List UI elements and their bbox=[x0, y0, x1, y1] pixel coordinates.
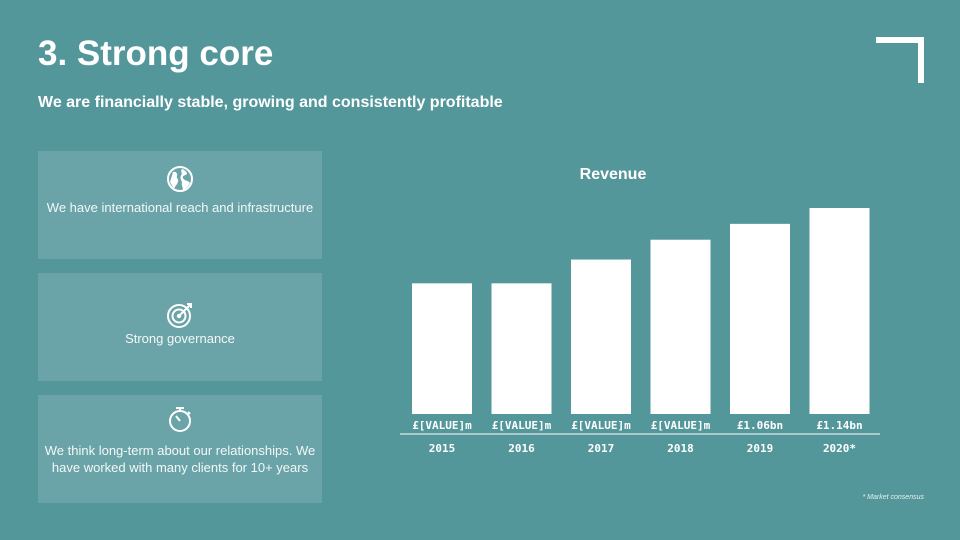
x-tick-label: 2016 bbox=[508, 442, 535, 455]
x-tick-label: 2020* bbox=[823, 442, 856, 455]
corner-bracket-icon bbox=[876, 37, 924, 83]
x-tick-label: 2015 bbox=[429, 442, 456, 455]
card-international-reach: We have international reach and infrastr… bbox=[38, 151, 322, 259]
revenue-bar-chart: £[VALUE]m 2015 £[VALUE]m 2016 £[VALUE]m 2017 £… bbox=[400, 208, 880, 455]
target-icon bbox=[167, 303, 192, 328]
footnote: * Market consensus bbox=[862, 494, 924, 501]
bar-value-label: £1.14bn bbox=[816, 419, 862, 432]
slide-title: 3. Strong core bbox=[38, 34, 274, 73]
card-governance: Strong governance bbox=[38, 273, 322, 381]
slide-subtitle: We are financially stable, growing and c… bbox=[38, 94, 503, 111]
x-tick-label: 2018 bbox=[667, 442, 694, 455]
x-tick-label: 2017 bbox=[588, 442, 615, 455]
bar-value-label: £1.06bn bbox=[737, 419, 783, 432]
card-text: Strong governance bbox=[125, 331, 235, 346]
card-text: We think long-term about our relationshi… bbox=[44, 443, 316, 475]
bar-2016 bbox=[491, 283, 552, 414]
card-long-term: We think long-term about our relationshi… bbox=[38, 395, 322, 503]
bar-2017 bbox=[571, 259, 631, 414]
bar-value-label: £[VALUE]m bbox=[571, 419, 631, 432]
bar-value-label: £[VALUE]m bbox=[412, 419, 472, 432]
bar-2015 bbox=[412, 283, 472, 414]
bar-value-label: £[VALUE]m bbox=[492, 419, 552, 432]
stopwatch-icon bbox=[169, 407, 191, 432]
chart-title: Revenue bbox=[579, 166, 647, 183]
bar-2020* bbox=[809, 208, 870, 414]
bar-2019 bbox=[730, 223, 790, 414]
bar-value-label: £[VALUE]m bbox=[651, 419, 711, 432]
globe-icon bbox=[167, 166, 193, 192]
x-tick-label: 2019 bbox=[747, 442, 774, 455]
bar-2018 bbox=[650, 239, 711, 414]
card-text: We have international reach and infrastr… bbox=[46, 200, 314, 215]
